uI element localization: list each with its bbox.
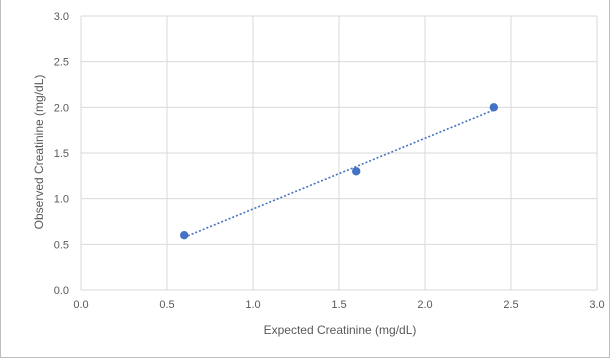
x-tick-label: 0.0: [73, 299, 88, 311]
y-tick-label: 1.5: [54, 148, 69, 160]
x-tick-label: 1.0: [245, 299, 260, 311]
data-point: [180, 231, 189, 240]
data-point: [489, 103, 498, 112]
x-tick-label: 2.5: [503, 299, 518, 311]
y-tick-label: 1.0: [54, 194, 69, 206]
data-points: [180, 103, 498, 240]
y-axis-title: Observed Creatinine (mg/dL): [32, 75, 46, 230]
data-point: [352, 167, 361, 176]
gridlines: [80, 15, 598, 291]
y-tick-label: 3.0: [54, 11, 69, 23]
x-tick-label: 2.0: [417, 299, 432, 311]
tick-labels: 0.0 0.5 1.0 1.5 2.0 2.5 3.0 0.0 0.5 1.0 1.5 2.0 2.5 3…: [54, 11, 605, 311]
y-tick-label: 2.0: [54, 102, 69, 114]
x-tick-label: 3.0: [589, 299, 604, 311]
x-axis-title: Expected Creatinine (mg/dL): [264, 323, 417, 337]
y-tick-label: 0.5: [54, 239, 69, 251]
x-tick-label: 0.5: [159, 299, 174, 311]
y-tick-label: 0.0: [54, 285, 69, 297]
x-tick-label: 1.5: [331, 299, 346, 311]
y-tick-label: 2.5: [54, 57, 69, 69]
